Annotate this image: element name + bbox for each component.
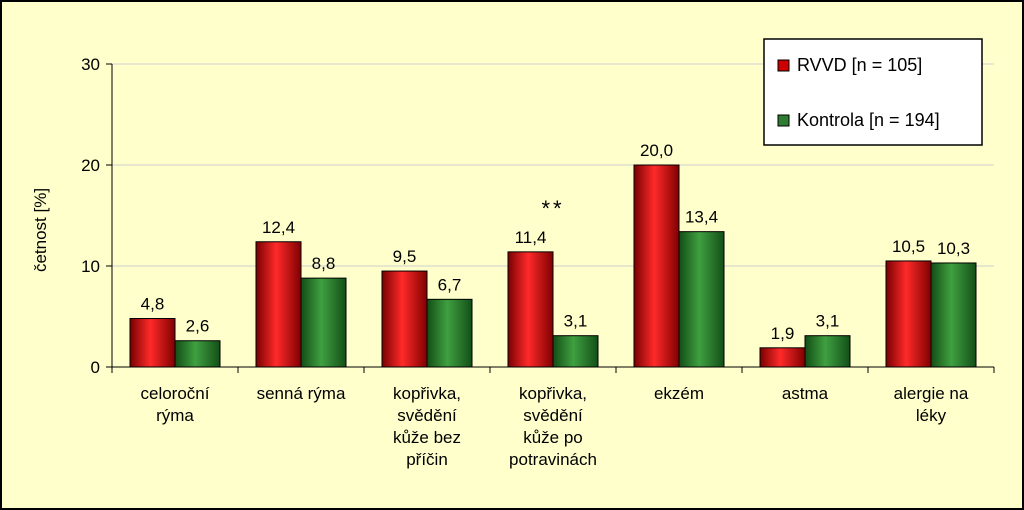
significance-annotation: ** xyxy=(541,196,564,221)
data-label: 3,1 xyxy=(816,312,840,331)
data-label: 8,8 xyxy=(312,254,336,273)
data-label: 10,5 xyxy=(892,237,925,256)
category-label: příčin xyxy=(406,450,448,469)
y-tick-label: 10 xyxy=(81,257,100,276)
bar-kontrola-4 xyxy=(678,231,725,368)
bar-kontrola-3 xyxy=(552,335,599,368)
bar-rvvd-2 xyxy=(381,270,428,368)
bars xyxy=(129,164,977,368)
legend-swatch-rvvd xyxy=(777,59,790,72)
bar-kontrola-1 xyxy=(300,277,347,368)
data-label: 10,3 xyxy=(937,239,970,258)
bar-rvvd-6 xyxy=(885,260,932,368)
bar-rvvd-0 xyxy=(129,318,176,368)
data-label: 4,8 xyxy=(141,295,165,314)
bar-rvvd-5 xyxy=(759,347,806,368)
data-labels: 4,8 12,4 9,5 11,4 20,0 1,9 10,5 2,6 8,8 6,7 3,1 13,… xyxy=(141,141,970,343)
category-label: kopřivka, xyxy=(393,384,461,403)
y-axis-label: četnost [%] xyxy=(31,188,50,272)
category-label: rýma xyxy=(156,406,194,425)
data-label: 9,5 xyxy=(393,247,417,266)
bar-rvvd-4 xyxy=(633,164,680,368)
category-label: alergie na xyxy=(894,384,969,403)
y-tick-label: 30 xyxy=(81,55,100,74)
category-label: kopřivka, xyxy=(519,384,587,403)
bar-kontrola-6 xyxy=(930,262,977,368)
bar-rvvd-1 xyxy=(255,241,302,368)
data-label: 2,6 xyxy=(186,317,210,336)
y-tick-label: 20 xyxy=(81,156,100,175)
bar-kontrola-0 xyxy=(174,340,221,368)
bar-kontrola-5 xyxy=(804,335,851,368)
category-label: svědění xyxy=(523,406,583,425)
bar-rvvd-3 xyxy=(507,251,554,368)
category-label: senná rýma xyxy=(257,384,346,403)
category-label: celoroční xyxy=(141,384,210,403)
data-label: 11,4 xyxy=(515,228,547,247)
category-label: kůže po xyxy=(523,428,583,447)
category-label: svědění xyxy=(397,406,457,425)
category-labels: celoroční rýma senná rýma kopřivka, svědění k… xyxy=(141,384,969,469)
category-label: kůže bez xyxy=(393,428,461,447)
data-label: 13,4 xyxy=(685,208,718,227)
category-label: léky xyxy=(916,406,947,425)
data-label: 3,1 xyxy=(564,312,588,331)
category-label: ekzém xyxy=(654,384,704,403)
data-label: 1,9 xyxy=(771,324,795,343)
legend-label-kontrola: Kontrola [n = 194] xyxy=(797,110,940,130)
bar-kontrola-2 xyxy=(426,298,473,368)
category-label: astma xyxy=(782,384,829,403)
data-label: 12,4 xyxy=(262,218,295,237)
legend-box xyxy=(763,38,983,146)
legend-swatch-kontrola xyxy=(777,114,790,127)
legend-label-rvvd: RVVD [n = 105] xyxy=(797,55,922,75)
category-label: potravinách xyxy=(509,450,597,469)
data-label: 20,0 xyxy=(640,141,673,160)
data-label: 6,7 xyxy=(438,275,462,294)
y-tick-label: 0 xyxy=(91,358,100,377)
legend: RVVD [n = 105] Kontrola [n = 194] xyxy=(763,38,983,146)
